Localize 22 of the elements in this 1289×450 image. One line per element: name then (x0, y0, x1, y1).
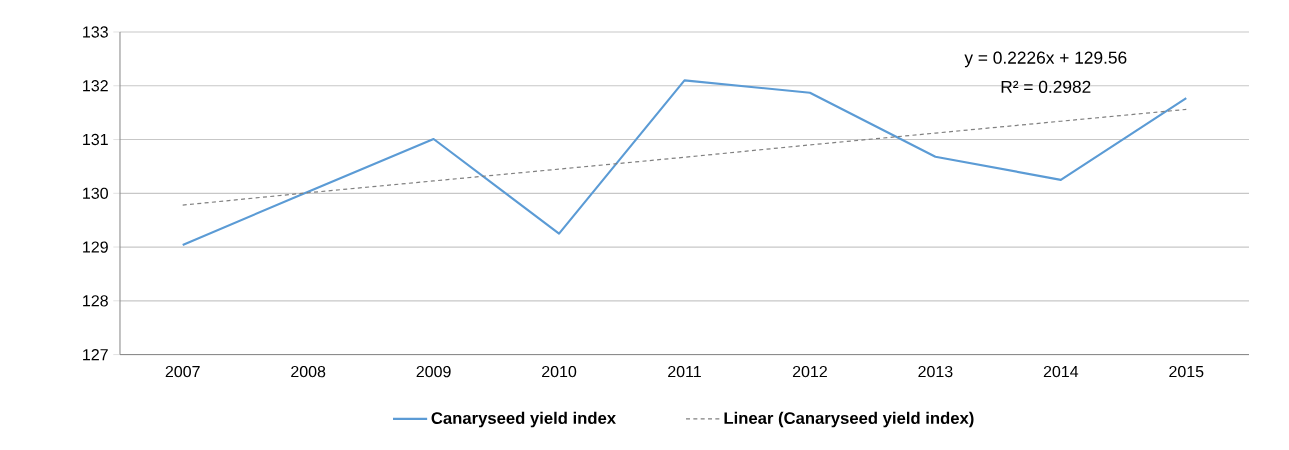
legend-label: Canaryseed yield index (431, 411, 616, 428)
y-tick-label: 133 (83, 26, 108, 38)
legend-label: Linear (Canaryseed yield index) (724, 411, 974, 428)
line-series (181, 79, 1188, 247)
y-tick-label: 130 (83, 187, 108, 199)
x-tick-label: 2012 (792, 366, 827, 378)
x-tick-label: 2011 (668, 366, 701, 378)
x-tick-label: 2010 (542, 366, 577, 378)
x-tick-label: 2007 (165, 366, 200, 378)
x-tick-label: 2009 (416, 366, 451, 378)
x-tick-label: 2008 (291, 366, 326, 378)
x-tick-label: 2013 (918, 366, 953, 378)
x-tick-label: 2014 (1043, 366, 1079, 378)
y-tick-label: 128 (83, 295, 108, 307)
x-tick-label: 2015 (1169, 366, 1204, 378)
annotation: y = 0.2226x + 129.56 (964, 51, 1127, 68)
line-series (182, 108, 1187, 206)
y-tick-label: 129 (83, 241, 108, 253)
y-tick-label: 131 (83, 133, 108, 146)
y-tick-label: 132 (83, 80, 108, 92)
y-tick-label: 127 (83, 349, 108, 361)
annotation: R² = 0.2982 (1001, 80, 1091, 94)
